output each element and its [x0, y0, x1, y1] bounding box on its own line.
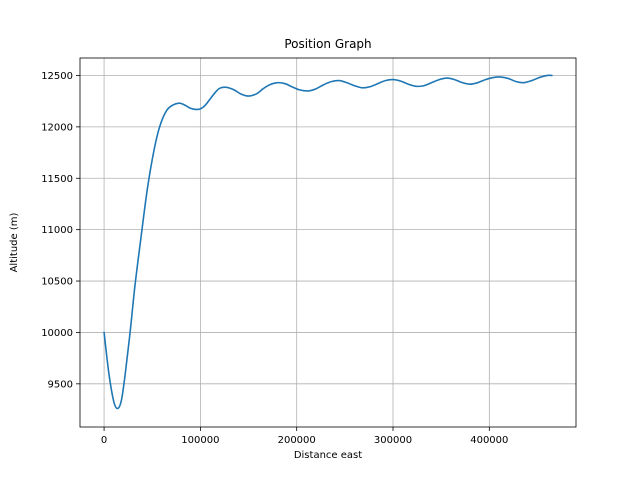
axes-frame [79, 57, 577, 428]
series-line [103, 74, 553, 410]
y-tick-label: 11500 [41, 174, 73, 185]
y-tick-label: 12000 [41, 122, 73, 133]
x-tick-label: 200000 [278, 435, 316, 446]
chart-title: Position Graph [284, 37, 371, 51]
grid [80, 58, 576, 427]
plot-area [103, 74, 553, 410]
x-tick-label: 400000 [470, 435, 508, 446]
axis-ticks: 0 100000 200000 300000 400000 9500 10000 10500 1… [41, 71, 508, 446]
x-axis-title: Distance east [294, 450, 362, 461]
y-tick-label: 12500 [41, 71, 73, 82]
y-tick-label: 10000 [41, 328, 73, 339]
x-tick-label: 300000 [374, 435, 412, 446]
y-axis-title: Altitude (m) [9, 213, 20, 273]
y-tick-label: 9500 [48, 379, 73, 390]
x-tick-label: 0 [101, 435, 107, 446]
y-tick-label: 11000 [41, 225, 73, 236]
y-tick-label: 10500 [41, 277, 73, 288]
x-tick-label: 100000 [181, 435, 219, 446]
